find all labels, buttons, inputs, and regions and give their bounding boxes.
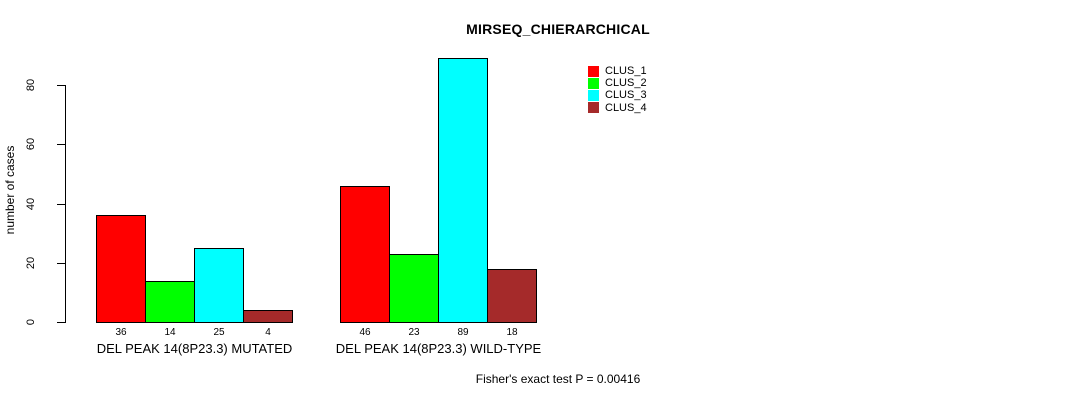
legend-swatch-clus_4 bbox=[588, 102, 599, 114]
legend-label: CLUS_4 bbox=[605, 101, 647, 114]
y-axis-tick-label: 20 bbox=[25, 256, 37, 269]
bar-value-label: 25 bbox=[213, 327, 225, 338]
legend-item-clus_4: CLUS_4 bbox=[588, 102, 647, 114]
legend-swatch-clus_1 bbox=[588, 65, 599, 77]
y-axis-tick-label: 40 bbox=[25, 197, 37, 210]
legend-label: CLUS_3 bbox=[605, 89, 647, 102]
bar-value-label: 23 bbox=[408, 327, 420, 338]
legend-label: CLUS_1 bbox=[605, 65, 647, 78]
bar-clus_1-group1 bbox=[96, 215, 146, 323]
y-axis-line bbox=[65, 85, 66, 323]
bar-clus_1-group2 bbox=[340, 186, 390, 323]
bar-value-label: 4 bbox=[265, 327, 271, 338]
chart-title: MIRSEQ_CHIERARCHICAL bbox=[466, 21, 650, 37]
y-axis-tick bbox=[57, 144, 65, 146]
y-axis-tick-label: 80 bbox=[25, 78, 37, 92]
bar-clus_3-group1 bbox=[194, 248, 244, 323]
x-category-label: DEL PEAK 14(8P23.3) WILD-TYPE bbox=[335, 341, 542, 356]
x-category-label: DEL PEAK 14(8P23.3) MUTATED bbox=[96, 341, 293, 356]
bar-value-label: 14 bbox=[164, 327, 176, 338]
footnote-fisher-test: Fisher's exact test P = 0.00416 bbox=[475, 372, 641, 386]
y-axis-tick bbox=[57, 322, 65, 323]
legend-swatch-clus_3 bbox=[588, 89, 599, 101]
legend-swatch-clus_2 bbox=[588, 77, 599, 89]
y-axis-label: number of cases bbox=[3, 145, 17, 235]
y-axis-tick bbox=[57, 203, 65, 205]
bar-value-label: 18 bbox=[506, 327, 518, 338]
bar-clus_2-group2 bbox=[389, 254, 439, 323]
bar-clus_4-group2 bbox=[487, 269, 537, 323]
bar-value-label: 89 bbox=[457, 327, 469, 338]
bar-clus_2-group1 bbox=[145, 281, 195, 323]
legend-label: CLUS_2 bbox=[605, 77, 647, 90]
y-axis-tick bbox=[57, 85, 65, 86]
y-axis-tick-label: 0 bbox=[25, 318, 37, 326]
bar-clus_4-group1 bbox=[243, 310, 293, 323]
legend-item-clus_2: CLUS_2 bbox=[588, 77, 647, 89]
legend: CLUS_1 CLUS_2 CLUS_3 CLUS_4 bbox=[588, 65, 647, 114]
bar-value-label: 46 bbox=[359, 327, 371, 338]
bar-clus_3-group2 bbox=[438, 58, 488, 323]
legend-item-clus_3: CLUS_3 bbox=[588, 89, 647, 101]
bar-value-label: 36 bbox=[115, 327, 127, 338]
y-axis-tick-label: 60 bbox=[25, 138, 37, 151]
legend-item-clus_1: CLUS_1 bbox=[588, 65, 647, 77]
y-axis-tick bbox=[57, 262, 65, 264]
